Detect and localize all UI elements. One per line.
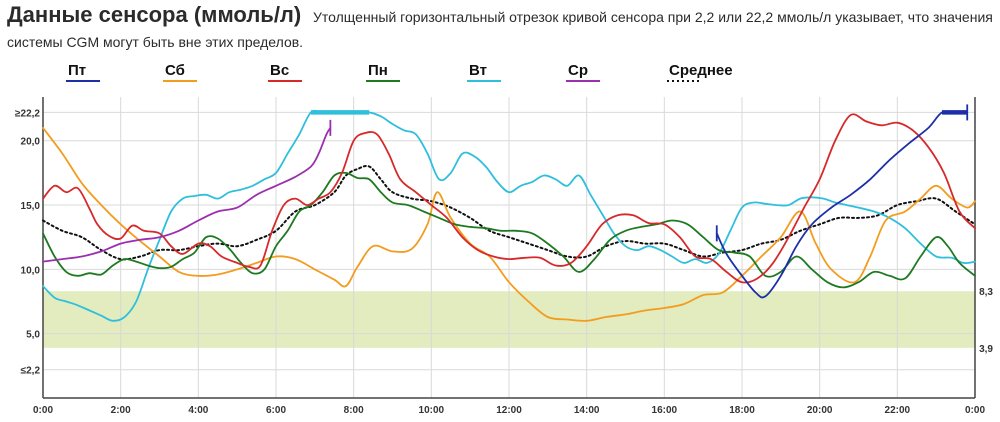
x-tick-label-10: 20:00: [807, 405, 833, 416]
series-lines: [42, 104, 976, 322]
x-tick-label-0: 0:00: [33, 405, 53, 416]
x-tick-label-2: 4:00: [188, 405, 208, 416]
x-tick-label-1: 2:00: [111, 405, 131, 416]
x-tick-label-12: 0:00: [965, 405, 985, 416]
series-line-1: [42, 127, 976, 322]
chart-title: Данные сенсора (ммоль/л): [7, 2, 302, 27]
x-tick-label-9: 18:00: [729, 405, 755, 416]
series-line-2: [42, 113, 976, 284]
legend-label-4: Вт: [469, 62, 487, 79]
chart-subtitle-line1: Утолщенный горизонтальный отрезок кривой…: [313, 9, 993, 25]
y-tick-label-2: 15,0: [21, 201, 41, 212]
axes: [42, 97, 976, 399]
chart-subtitle-line2: системы CGM могут быть вне этих пределов…: [7, 34, 304, 50]
legend-label-3: Пн: [368, 62, 388, 79]
legend: Пт Сб Вс Пн Вт Ср Среднее: [66, 62, 733, 82]
series-line-3: [42, 171, 976, 289]
legend-label-6: Среднее: [669, 62, 733, 79]
tick-labels: 0:00 2:00 4:00 6:00 8:00 10:00 12:00 14:00 16:00…: [15, 108, 993, 416]
x-tick-label-8: 16:00: [652, 405, 678, 416]
y-tick-label-1: 20,0: [21, 137, 41, 148]
legend-label-2: Вс: [270, 62, 289, 79]
series-line-4: [42, 109, 976, 322]
legend-label-1: Сб: [165, 62, 185, 79]
target-range-label-1: 3,9: [979, 344, 993, 355]
y-tick-label-3: 10,0: [21, 265, 41, 276]
y-tick-label-5: ≤2,2: [21, 366, 41, 377]
legend-label-0: Пт: [68, 62, 86, 79]
target-range-label-0: 8,3: [979, 287, 993, 298]
series-line-6: [42, 164, 976, 261]
series-line-5: [42, 127, 332, 263]
x-tick-label-11: 22:00: [885, 405, 911, 416]
x-tick-label-3: 6:00: [266, 405, 286, 416]
x-tick-label-5: 10:00: [419, 405, 445, 416]
legend-label-5: Ср: [568, 62, 588, 79]
y-tick-label-0: ≥22,2: [15, 108, 40, 119]
x-tick-label-7: 14:00: [574, 405, 600, 416]
x-tick-label-6: 12:00: [496, 405, 522, 416]
y-tick-label-4: 5,0: [26, 330, 40, 341]
x-tick-label-4: 8:00: [344, 405, 364, 416]
series-line-0: [715, 110, 969, 299]
